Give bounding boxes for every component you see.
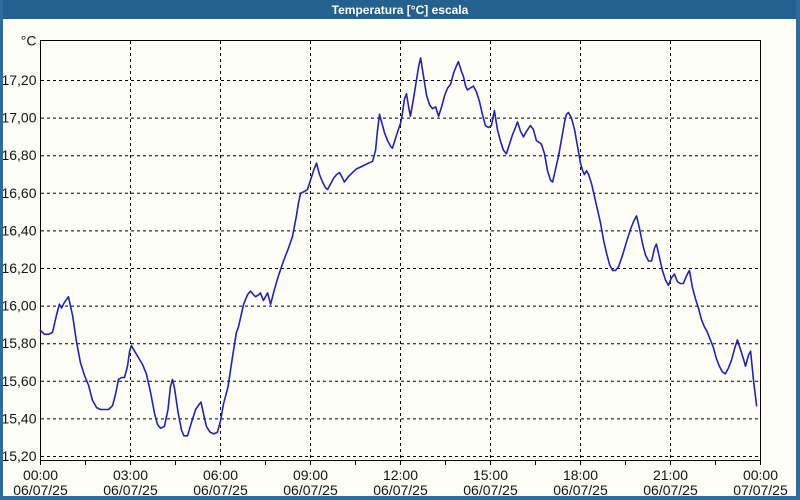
- y-tick-label: 16,40: [3, 222, 37, 238]
- x-tick-date-label: 06/07/25: [373, 482, 428, 496]
- x-tick-date-label: 06/07/25: [13, 482, 68, 496]
- title-bar[interactable]: Temperatura [°C] escala: [0, 0, 800, 19]
- x-tick-date-label: 06/07/25: [283, 482, 338, 496]
- window-title: Temperatura [°C] escala: [331, 2, 469, 17]
- x-tick-date-label: 06/07/25: [103, 482, 158, 496]
- y-tick-label: 15,80: [3, 335, 37, 351]
- temperature-series-line: [39, 57, 758, 437]
- x-tick-time-label: 12:00: [383, 467, 418, 483]
- chart-area: 17,20 17,00 16,80 16,60 16,40 16,20 16,00 15,80…: [3, 19, 796, 496]
- x-tick-time-label: 00:00: [743, 467, 778, 483]
- x-tick-date-label: 06/07/25: [193, 482, 248, 496]
- y-tick-label: 15,60: [3, 373, 37, 389]
- y-tick-label: 15,20: [3, 448, 37, 464]
- x-tick-date-label: 07/07/25: [733, 482, 788, 496]
- x-tick-time-label: 15:00: [473, 467, 508, 483]
- plot-border: [40, 40, 761, 461]
- y-tick-label: 15,40: [3, 410, 37, 426]
- y-tick-label: 17,20: [3, 72, 37, 88]
- x-tick-time-label: 09:00: [293, 467, 328, 483]
- x-tick-time-label: 18:00: [563, 467, 598, 483]
- x-tick-time-label: 00:00: [23, 467, 58, 483]
- x-tick-date-label: 06/07/25: [553, 482, 608, 496]
- y-tick-label: 16,80: [3, 147, 37, 163]
- x-tick-time-label: 03:00: [113, 467, 148, 483]
- temperature-line-chart[interactable]: 17,20 17,00 16,80 16,60 16,40 16,20 16,00 15,80…: [3, 19, 796, 497]
- x-tick-time-label: 06:00: [203, 467, 238, 483]
- y-tick-label: 17,00: [3, 110, 37, 126]
- x-tick-date-label: 06/07/25: [643, 482, 698, 496]
- y-tick-label: 16,60: [3, 185, 37, 201]
- x-tick-time-label: 21:00: [653, 467, 688, 483]
- x-tick-date-label: 06/07/25: [463, 482, 518, 496]
- y-tick-label: 16,20: [3, 260, 37, 276]
- y-axis-unit-label: °C: [21, 33, 37, 49]
- y-tick-label: 16,00: [3, 298, 37, 314]
